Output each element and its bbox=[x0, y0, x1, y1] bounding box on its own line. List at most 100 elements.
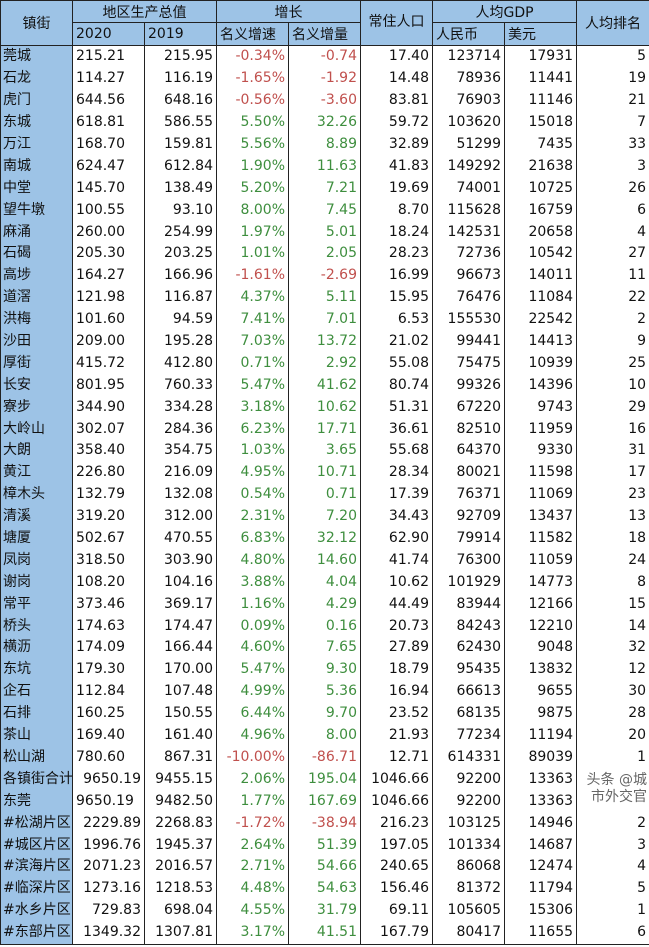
header-usd: 美元 bbox=[503, 22, 578, 46]
header-gdp: 地区生产总值 bbox=[72, 0, 217, 23]
gdp-2020: 169.40 bbox=[72, 724, 145, 747]
table-body: 莞城 215.21 215.95 -0.34% -0.74 17.40 123714 1793… bbox=[0, 45, 649, 945]
table-row: #水乡片区 729.83 698.04 4.55% 31.79 69.11 105605 15… bbox=[0, 899, 649, 922]
gdp-2019: 470.55 bbox=[144, 527, 217, 550]
table-row: 茶山 169.40 161.40 4.96% 8.00 21.93 77234 11194 20 bbox=[0, 724, 649, 747]
gdp-per-capita-rmb: 83944 bbox=[432, 593, 505, 616]
growth-increment: 11.63 bbox=[288, 155, 361, 178]
growth-rate: 3.18% bbox=[216, 396, 289, 419]
growth-rate: 4.99% bbox=[216, 680, 289, 703]
growth-increment: -38.94 bbox=[288, 812, 361, 835]
gdp-2019: 159.81 bbox=[144, 133, 217, 156]
population: 21.93 bbox=[360, 724, 433, 747]
gdp-2020: 174.63 bbox=[72, 615, 145, 638]
population: 28.34 bbox=[360, 461, 433, 484]
gdp-per-capita-rmb: 75475 bbox=[432, 352, 505, 375]
gdp-2020: 9650.19 bbox=[72, 790, 145, 813]
table-row: 常平 373.46 369.17 1.16% 4.29 44.49 83944 12166 15 bbox=[0, 593, 649, 616]
gdp-per-capita-usd: 13363 bbox=[503, 790, 578, 813]
growth-rate: 2.71% bbox=[216, 855, 289, 878]
table-row: 石碣 205.30 203.25 1.01% 2.05 28.23 72736 10542 27 bbox=[0, 243, 649, 265]
gdp-2020: 168.70 bbox=[72, 133, 145, 156]
per-capita-rank: 5 bbox=[576, 877, 649, 900]
town-name: 石排 bbox=[0, 702, 73, 725]
growth-rate: 4.60% bbox=[216, 637, 289, 659]
growth-rate: 1.90% bbox=[216, 155, 289, 178]
gdp-per-capita-usd: 9875 bbox=[503, 702, 578, 725]
gdp-2019: 369.17 bbox=[144, 593, 217, 616]
gdp-2019: 648.16 bbox=[144, 89, 217, 112]
table-row: 望牛墩 100.55 93.10 8.00% 7.45 8.70 115628 16759 6 bbox=[0, 199, 649, 222]
gdp-2019: 174.47 bbox=[144, 615, 217, 638]
per-capita-rank: 24 bbox=[576, 549, 649, 572]
gdp-2020: 114.27 bbox=[72, 67, 145, 90]
population: 21.02 bbox=[360, 330, 433, 353]
gdp-per-capita-rmb: 123714 bbox=[432, 45, 505, 68]
town-name: 大岭山 bbox=[0, 418, 73, 441]
per-capita-rank: 26 bbox=[576, 177, 649, 200]
gdp-2019: 94.59 bbox=[144, 308, 217, 331]
growth-rate: 5.56% bbox=[216, 133, 289, 156]
growth-increment: 51.39 bbox=[288, 834, 361, 856]
growth-increment: 10.62 bbox=[288, 396, 361, 419]
gdp-per-capita-usd: 14773 bbox=[503, 571, 578, 594]
growth-increment: 3.65 bbox=[288, 440, 361, 462]
growth-increment: -0.74 bbox=[288, 45, 361, 68]
growth-increment: 54.66 bbox=[288, 855, 361, 878]
per-capita-rank: 5 bbox=[576, 45, 649, 68]
growth-increment: 13.72 bbox=[288, 330, 361, 353]
growth-rate: 4.37% bbox=[216, 286, 289, 309]
gdp-per-capita-rmb: 92200 bbox=[432, 790, 505, 813]
gdp-2019: 166.44 bbox=[144, 637, 217, 659]
town-name: 长安 bbox=[0, 374, 73, 397]
population: 18.24 bbox=[360, 221, 433, 244]
gdp-per-capita-rmb: 77234 bbox=[432, 724, 505, 747]
growth-rate: 6.44% bbox=[216, 702, 289, 725]
header-growth: 增长 bbox=[216, 0, 361, 23]
gdp-2019: 203.25 bbox=[144, 243, 217, 265]
gdp-per-capita-usd: 89039 bbox=[503, 746, 578, 769]
gdp-per-capita-usd: 14413 bbox=[503, 330, 578, 353]
growth-rate: 1.01% bbox=[216, 243, 289, 265]
table-row: #松湖片区 2229.89 2268.83 -1.72% -38.94 216.23 103… bbox=[0, 812, 649, 835]
town-name: 万江 bbox=[0, 133, 73, 156]
gdp-per-capita-usd: 12474 bbox=[503, 855, 578, 878]
population: 6.53 bbox=[360, 308, 433, 331]
gdp-per-capita-rmb: 101334 bbox=[432, 834, 505, 856]
town-name: 横沥 bbox=[0, 637, 73, 659]
population: 36.61 bbox=[360, 418, 433, 441]
town-name: #东部片区 bbox=[0, 921, 73, 945]
population: 19.69 bbox=[360, 177, 433, 200]
gdp-per-capita-usd: 15018 bbox=[503, 111, 578, 134]
population: 83.81 bbox=[360, 89, 433, 112]
growth-rate: 2.64% bbox=[216, 834, 289, 856]
per-capita-rank: 6 bbox=[576, 199, 649, 222]
growth-increment: -2.69 bbox=[288, 264, 361, 287]
town-name: 石碣 bbox=[0, 243, 73, 265]
growth-increment: 2.05 bbox=[288, 243, 361, 265]
population: 23.52 bbox=[360, 702, 433, 725]
table-row: #滨海片区 2071.23 2016.57 2.71% 54.66 240.65 86068… bbox=[0, 855, 649, 878]
header-increment: 名义增量 bbox=[288, 22, 361, 46]
table-row: 桥头 174.63 174.47 0.09% 0.16 20.73 84243 12210 14 bbox=[0, 615, 649, 638]
town-name: 南城 bbox=[0, 155, 73, 178]
per-capita-rank: 17 bbox=[576, 461, 649, 484]
per-capita-rank: 7 bbox=[576, 111, 649, 134]
gdp-2020: 1273.16 bbox=[72, 877, 145, 900]
growth-rate: -1.72% bbox=[216, 812, 289, 835]
gdp-2019: 9482.50 bbox=[144, 790, 217, 813]
town-name: 莞城 bbox=[0, 45, 73, 68]
table-row: #城区片区 1996.76 1945.37 2.64% 51.39 197.05 10133… bbox=[0, 834, 649, 856]
growth-rate: 7.41% bbox=[216, 308, 289, 331]
gdp-per-capita-rmb: 149292 bbox=[432, 155, 505, 178]
table-row: 东坑 179.30 170.00 5.47% 9.30 18.79 95435 13832 12 bbox=[0, 658, 649, 681]
per-capita-rank: 13 bbox=[576, 505, 649, 528]
gdp-per-capita-rmb: 92709 bbox=[432, 505, 505, 528]
town-name: 凤岗 bbox=[0, 549, 73, 572]
population: 216.23 bbox=[360, 812, 433, 835]
gdp-per-capita-usd: 9048 bbox=[503, 637, 578, 659]
gdp-2020: 801.95 bbox=[72, 374, 145, 397]
table-row: 道滘 121.98 116.87 4.37% 5.11 15.95 76476 11084 22 bbox=[0, 286, 649, 309]
growth-increment: 17.71 bbox=[288, 418, 361, 441]
growth-rate: 3.17% bbox=[216, 921, 289, 945]
